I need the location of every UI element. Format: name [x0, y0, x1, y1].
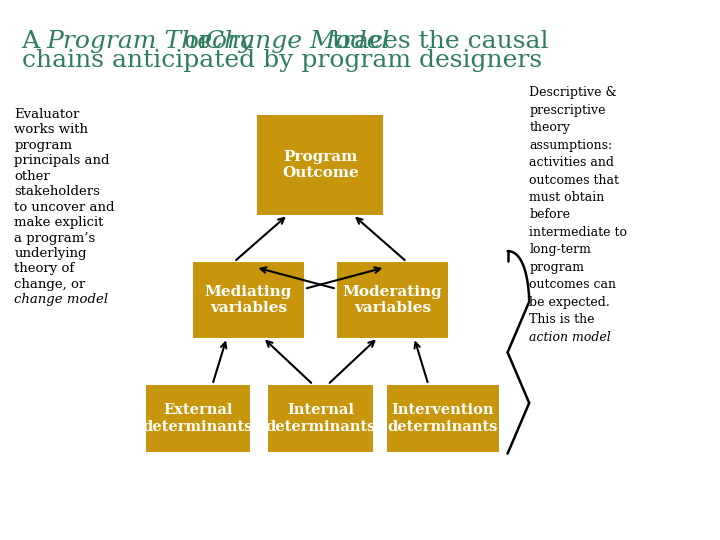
Text: stakeholders: stakeholders [14, 185, 100, 198]
Text: Internal
determinants: Internal determinants [265, 403, 376, 434]
Text: principals and: principals and [14, 154, 110, 167]
Text: Program Theory: Program Theory [47, 30, 254, 53]
Text: make explicit: make explicit [14, 216, 104, 229]
Text: Intervention
determinants: Intervention determinants [387, 403, 498, 434]
Text: before: before [529, 208, 570, 221]
Text: chains anticipated by program designers: chains anticipated by program designers [22, 49, 541, 72]
Text: works with: works with [14, 124, 89, 137]
Text: must obtain: must obtain [529, 191, 605, 204]
Text: to uncover and: to uncover and [14, 201, 115, 214]
Text: prescriptive: prescriptive [529, 104, 606, 117]
Text: This is the: This is the [529, 313, 595, 326]
Text: traces the causal: traces the causal [324, 30, 549, 53]
FancyBboxPatch shape [387, 384, 498, 453]
Text: outcomes can: outcomes can [529, 278, 616, 291]
Text: or: or [176, 30, 220, 53]
FancyBboxPatch shape [268, 384, 373, 453]
Text: activities and: activities and [529, 156, 614, 169]
Text: Moderating
variables: Moderating variables [343, 285, 442, 315]
FancyBboxPatch shape [192, 262, 304, 338]
FancyBboxPatch shape [145, 384, 251, 453]
Text: be expected.: be expected. [529, 296, 610, 309]
Text: Program
Outcome: Program Outcome [282, 150, 359, 180]
Text: Descriptive &: Descriptive & [529, 86, 617, 99]
Text: Change Model: Change Model [205, 30, 390, 53]
Text: change, or: change, or [14, 278, 86, 291]
Text: outcomes that: outcomes that [529, 174, 619, 187]
Text: long-term: long-term [529, 244, 591, 256]
Text: change model: change model [14, 293, 109, 306]
Text: program: program [14, 139, 73, 152]
FancyBboxPatch shape [258, 115, 383, 215]
Text: intermediate to: intermediate to [529, 226, 627, 239]
Text: External
determinants: External determinants [143, 403, 253, 434]
Text: program: program [529, 261, 584, 274]
Text: underlying: underlying [14, 247, 87, 260]
Text: action model: action model [529, 330, 611, 343]
Text: A: A [22, 30, 48, 53]
Text: theory of: theory of [14, 262, 75, 275]
Text: other: other [14, 170, 50, 183]
Text: theory: theory [529, 122, 570, 134]
Text: Mediating
variables: Mediating variables [204, 285, 292, 315]
FancyBboxPatch shape [337, 262, 448, 338]
Text: a program’s: a program’s [14, 232, 96, 245]
Text: Evaluator: Evaluator [14, 108, 80, 121]
Text: assumptions:: assumptions: [529, 139, 612, 152]
